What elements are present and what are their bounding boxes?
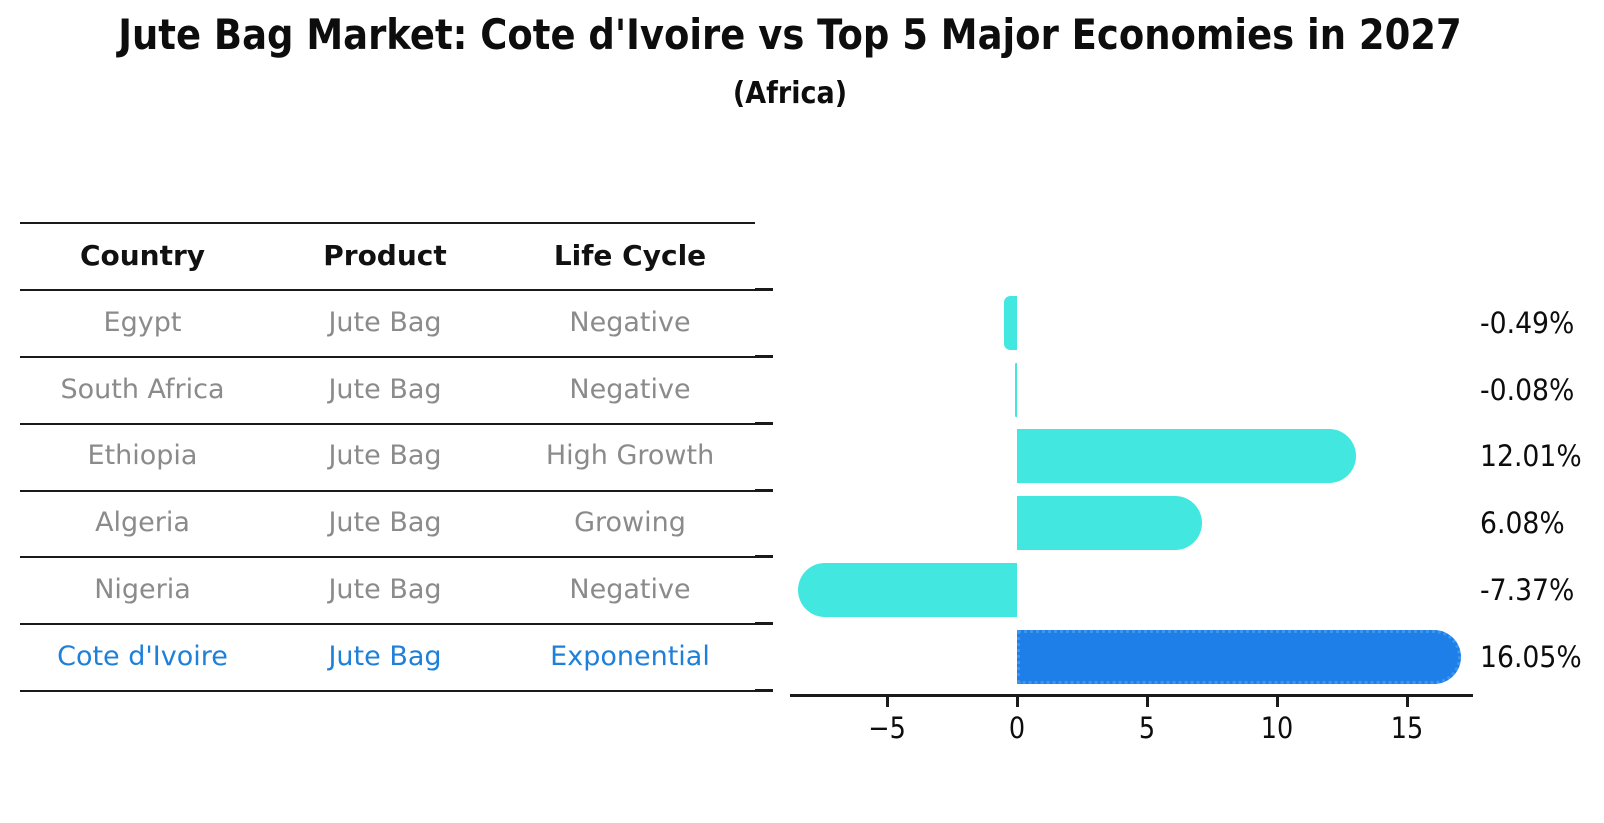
value-label-algeria: 6.08% bbox=[1480, 505, 1565, 540]
country-cell: Algeria bbox=[95, 506, 190, 538]
y-axis-tick bbox=[755, 689, 773, 692]
country-cell: Nigeria bbox=[94, 573, 191, 605]
table-bottom-rule bbox=[20, 690, 755, 692]
life-cycle-cell: Negative bbox=[569, 573, 691, 605]
column-header-country: Country bbox=[79, 238, 206, 272]
life-cycle-cell: High Growth bbox=[545, 440, 715, 472]
product-cell: Jute Bag bbox=[328, 640, 442, 672]
x-axis-tick bbox=[1015, 697, 1019, 707]
bar-south-africa bbox=[1014, 362, 1017, 417]
x-axis-tick-label: 0 bbox=[1008, 711, 1026, 745]
table-row-rule bbox=[20, 556, 755, 558]
table-top-rule bbox=[20, 222, 755, 224]
product-cell: Jute Bag bbox=[328, 306, 442, 338]
x-axis-tick bbox=[1275, 697, 1279, 707]
bar-algeria bbox=[1017, 495, 1203, 550]
bar-nigeria bbox=[798, 562, 1017, 617]
chart-subtitle: (Africa) bbox=[732, 76, 848, 111]
x-axis-tick-label: −5 bbox=[868, 711, 906, 745]
x-axis-tick bbox=[885, 697, 889, 707]
y-axis-tick bbox=[755, 422, 773, 425]
x-axis-line bbox=[790, 694, 1473, 697]
table-row-rule bbox=[20, 289, 755, 291]
value-label-south-africa: -0.08% bbox=[1480, 372, 1575, 407]
life-cycle-cell: Exponential bbox=[550, 640, 710, 672]
y-axis-tick bbox=[755, 488, 773, 492]
life-cycle-cell: Negative bbox=[569, 306, 691, 338]
country-cell: South Africa bbox=[60, 373, 225, 405]
country-cell: Cote d'Ivoire bbox=[57, 640, 228, 672]
country-cell: Egypt bbox=[103, 306, 182, 338]
x-axis-tick bbox=[1145, 697, 1149, 707]
x-axis-tick bbox=[1405, 697, 1409, 707]
product-cell: Jute Bag bbox=[328, 573, 442, 605]
x-axis-tick-label: 5 bbox=[1138, 711, 1156, 745]
life-cycle-cell: Growing bbox=[574, 506, 686, 538]
product-cell: Jute Bag bbox=[328, 440, 442, 472]
value-label-egypt: -0.49% bbox=[1480, 305, 1575, 340]
table-row-rule bbox=[20, 356, 755, 358]
table-row-rule bbox=[20, 489, 755, 492]
bar-cote-divoire-highlighted bbox=[1017, 629, 1462, 684]
y-axis-tick bbox=[755, 555, 773, 558]
value-label-nigeria: -7.37% bbox=[1480, 572, 1575, 607]
y-axis-tick bbox=[755, 355, 773, 358]
y-axis-tick bbox=[755, 288, 773, 291]
value-label-cote-d-ivoire: 16.05% bbox=[1480, 639, 1582, 674]
product-cell: Jute Bag bbox=[328, 506, 442, 538]
country-cell: Ethiopia bbox=[87, 440, 198, 472]
column-header-product: Product bbox=[323, 238, 447, 272]
column-header-life-cycle: Life Cycle bbox=[553, 238, 707, 272]
product-cell: Jute Bag bbox=[328, 373, 442, 405]
value-label-ethiopia: 12.01% bbox=[1480, 439, 1582, 474]
y-axis-tick bbox=[755, 622, 773, 625]
bar-egypt bbox=[1004, 295, 1017, 350]
x-axis-tick-label: 15 bbox=[1390, 711, 1424, 745]
life-cycle-cell: Negative bbox=[569, 373, 691, 405]
table-row-rule bbox=[20, 423, 755, 425]
bar-ethiopia bbox=[1017, 429, 1357, 484]
table-row-rule bbox=[20, 623, 755, 625]
chart-title: Jute Bag Market: Cote d'Ivoire vs Top 5 … bbox=[118, 10, 1462, 59]
x-axis-tick-label: 10 bbox=[1260, 711, 1294, 745]
